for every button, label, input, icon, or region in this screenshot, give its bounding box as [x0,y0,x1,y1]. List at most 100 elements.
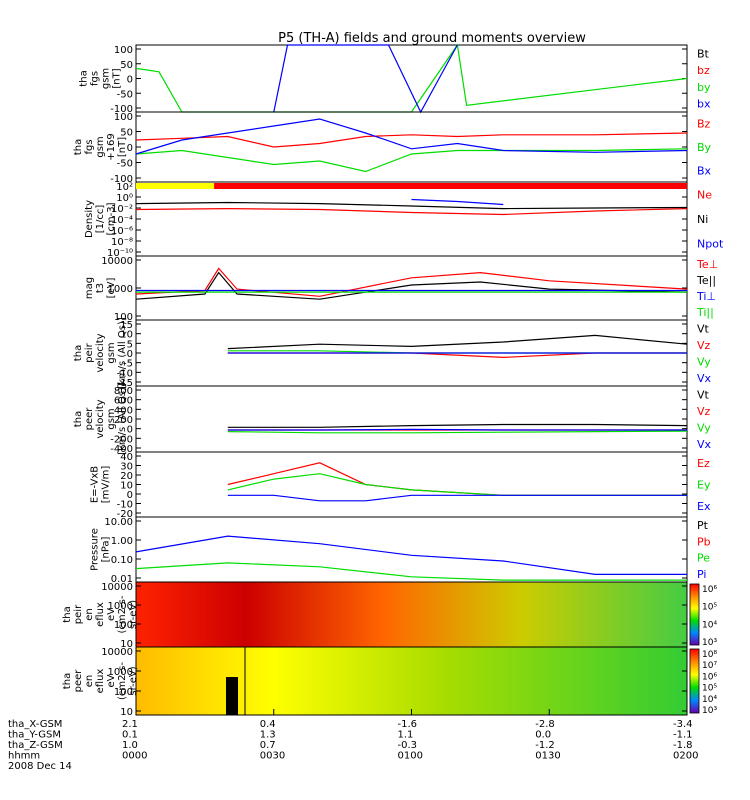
legend-entry: Vz [697,339,711,352]
y-tick-label: 600 [114,396,133,407]
y-axis-label: Density[1/cc][cm-3] [84,200,117,238]
series-line-Ne [135,207,688,216]
legend-entry: Bx [697,164,712,177]
spectrogram-gap-mark [226,677,238,715]
y-tick-label: 10000 [101,647,133,658]
series-line-Npot [411,198,504,206]
ephemeris-row-label: tha_X-GSM [8,719,62,730]
y-axis-label-line: +169 [106,133,117,160]
y-tick-label: 5 [127,339,133,350]
y-axis-label-line: [km/s (All Qs)] [117,317,128,389]
y-tick-label: 10⁻⁸ [111,237,133,248]
legend-entry: Pt [697,519,709,532]
y-axis-label-line: velocity [95,333,106,372]
y-axis-label-line: (cm2-s- [117,595,128,633]
ephemeris-value: -1.2 [535,740,555,751]
series-line-Vz [227,352,687,359]
y-axis-label-line: gsm [95,136,106,157]
colorbar [689,583,700,646]
series-line-bx [273,44,458,114]
y-axis-label-line: peir [84,342,95,362]
y-tick-label: 200 [114,415,133,426]
ephemeris-value: 0200 [673,751,698,762]
legend-entry: Npot [697,238,724,251]
legend-entry: bx [697,98,711,111]
y-axis-label-line: tha [73,345,84,361]
flag-bar-segment [214,183,687,189]
panel-frame [135,181,688,257]
y-tick-label: 10⁰ [116,193,133,204]
y-tick-label: 30 [120,462,133,473]
panel-6: 8006004002000-200-400thapeervelocitygsm[… [73,383,712,455]
y-tick-label: 50 [120,128,133,139]
colorbar-tick-label: 10⁶ [702,585,717,595]
y-axis-label-line: eflux [95,669,106,694]
y-axis-label: thapeerenefluxeV(cm2-s-sr-eV) [62,662,139,700]
ephemeris-row-label: tha_Y-GSM [8,730,61,741]
y-axis-label-line: en [84,675,95,688]
ephemeris-value: 1.0 [122,740,138,751]
y-tick-label: -100 [110,104,133,115]
ephemeris-value: -1.6 [398,719,418,730]
series-line-Bx [135,118,688,155]
y-tick-label: 40 [120,452,133,463]
y-tick-label: 1000 [108,601,133,612]
y-axis-label: magt3[eV] [84,277,117,299]
y-axis-label-line: peer [84,407,95,431]
ephemeris-value: 0.7 [260,740,276,751]
series-line-Pi [135,535,687,576]
y-axis-label-line: [nPa] [101,536,112,562]
ephemeris-value: -3.4 [673,719,693,730]
y-tick-label: 1000 [108,667,133,678]
y-axis-label: E=-VxB[mV/m] [90,466,112,504]
y-axis-label: thafgsgsm[nT] [79,68,123,89]
y-axis-label-line: gsm [106,342,117,363]
y-tick-label: -5 [123,359,133,370]
panel-4: 10000 1000 100 magt3[eV] Te⊥ Te|| Ti⊥ Ti|| [84,255,718,323]
y-tick-label: 100 [114,687,133,698]
y-axis-label-line: tha [73,411,84,427]
ephemeris-value: 1.1 [398,730,414,741]
y-axis-label: Pressure[nPa] [90,528,112,571]
ephemeris-value: 0.0 [535,730,551,741]
legend-entry: Ni [697,213,708,226]
y-tick-label: 100 [114,45,133,56]
panel-frame [135,516,688,583]
series-line-Ni [135,201,688,210]
y-axis-label-line: (cm2-s- [117,662,128,700]
panel-1: 100 50 0 -50 -100 thafgsgsm[nT] Bt bz by bx [79,43,711,115]
figure-title: P5 (TH-A) fields and ground moments over… [278,31,586,46]
y-axis-label-line: eV [106,674,117,687]
legend-entry: Vx [697,372,712,385]
legend-entry: Pe [697,552,710,565]
y-tick-label: 10² [116,182,133,193]
y-tick-label: -10 [117,500,133,511]
y-tick-label: -100 [110,174,133,185]
y-axis-label-line: fgs [84,139,95,154]
y-tick-label: 10⁻¹⁰ [107,248,133,259]
y-tick-label: 1000 [108,284,133,295]
legend-entry: Pb [697,535,711,548]
legend-entry: Vz [697,405,711,418]
panel-8: 10.00 1.00 0.10 0.01 Pressure[nPa] Pt Pb Pe Pi [90,516,711,585]
series-line-Vt [227,334,688,350]
ephemeris-value: 1.3 [260,730,276,741]
y-tick-label: 50 [120,60,133,71]
colorbar-tick-label: 10⁶ [702,672,717,682]
legend-entry: bz [697,64,710,77]
legend-entry: Ez [697,457,710,470]
y-tick-label: -50 [117,89,133,100]
y-tick-label: 800 [114,386,133,397]
y-axis-label-line: gsm [101,68,112,89]
y-axis-label-line: fgs [90,71,101,86]
y-tick-label: 10 [120,330,133,341]
y-tick-label: 100 [114,112,133,123]
panel-frame [135,255,688,321]
colorbar-tick-label: 10⁸ [702,650,717,660]
y-axis-label-line: gsm [106,408,117,429]
y-axis-label-line: eV [106,608,117,621]
date-label: 2008 Dec 14 [8,761,72,772]
y-axis-label: thapeirenefluxeV(cm2-s-sr-eV) [62,595,139,633]
